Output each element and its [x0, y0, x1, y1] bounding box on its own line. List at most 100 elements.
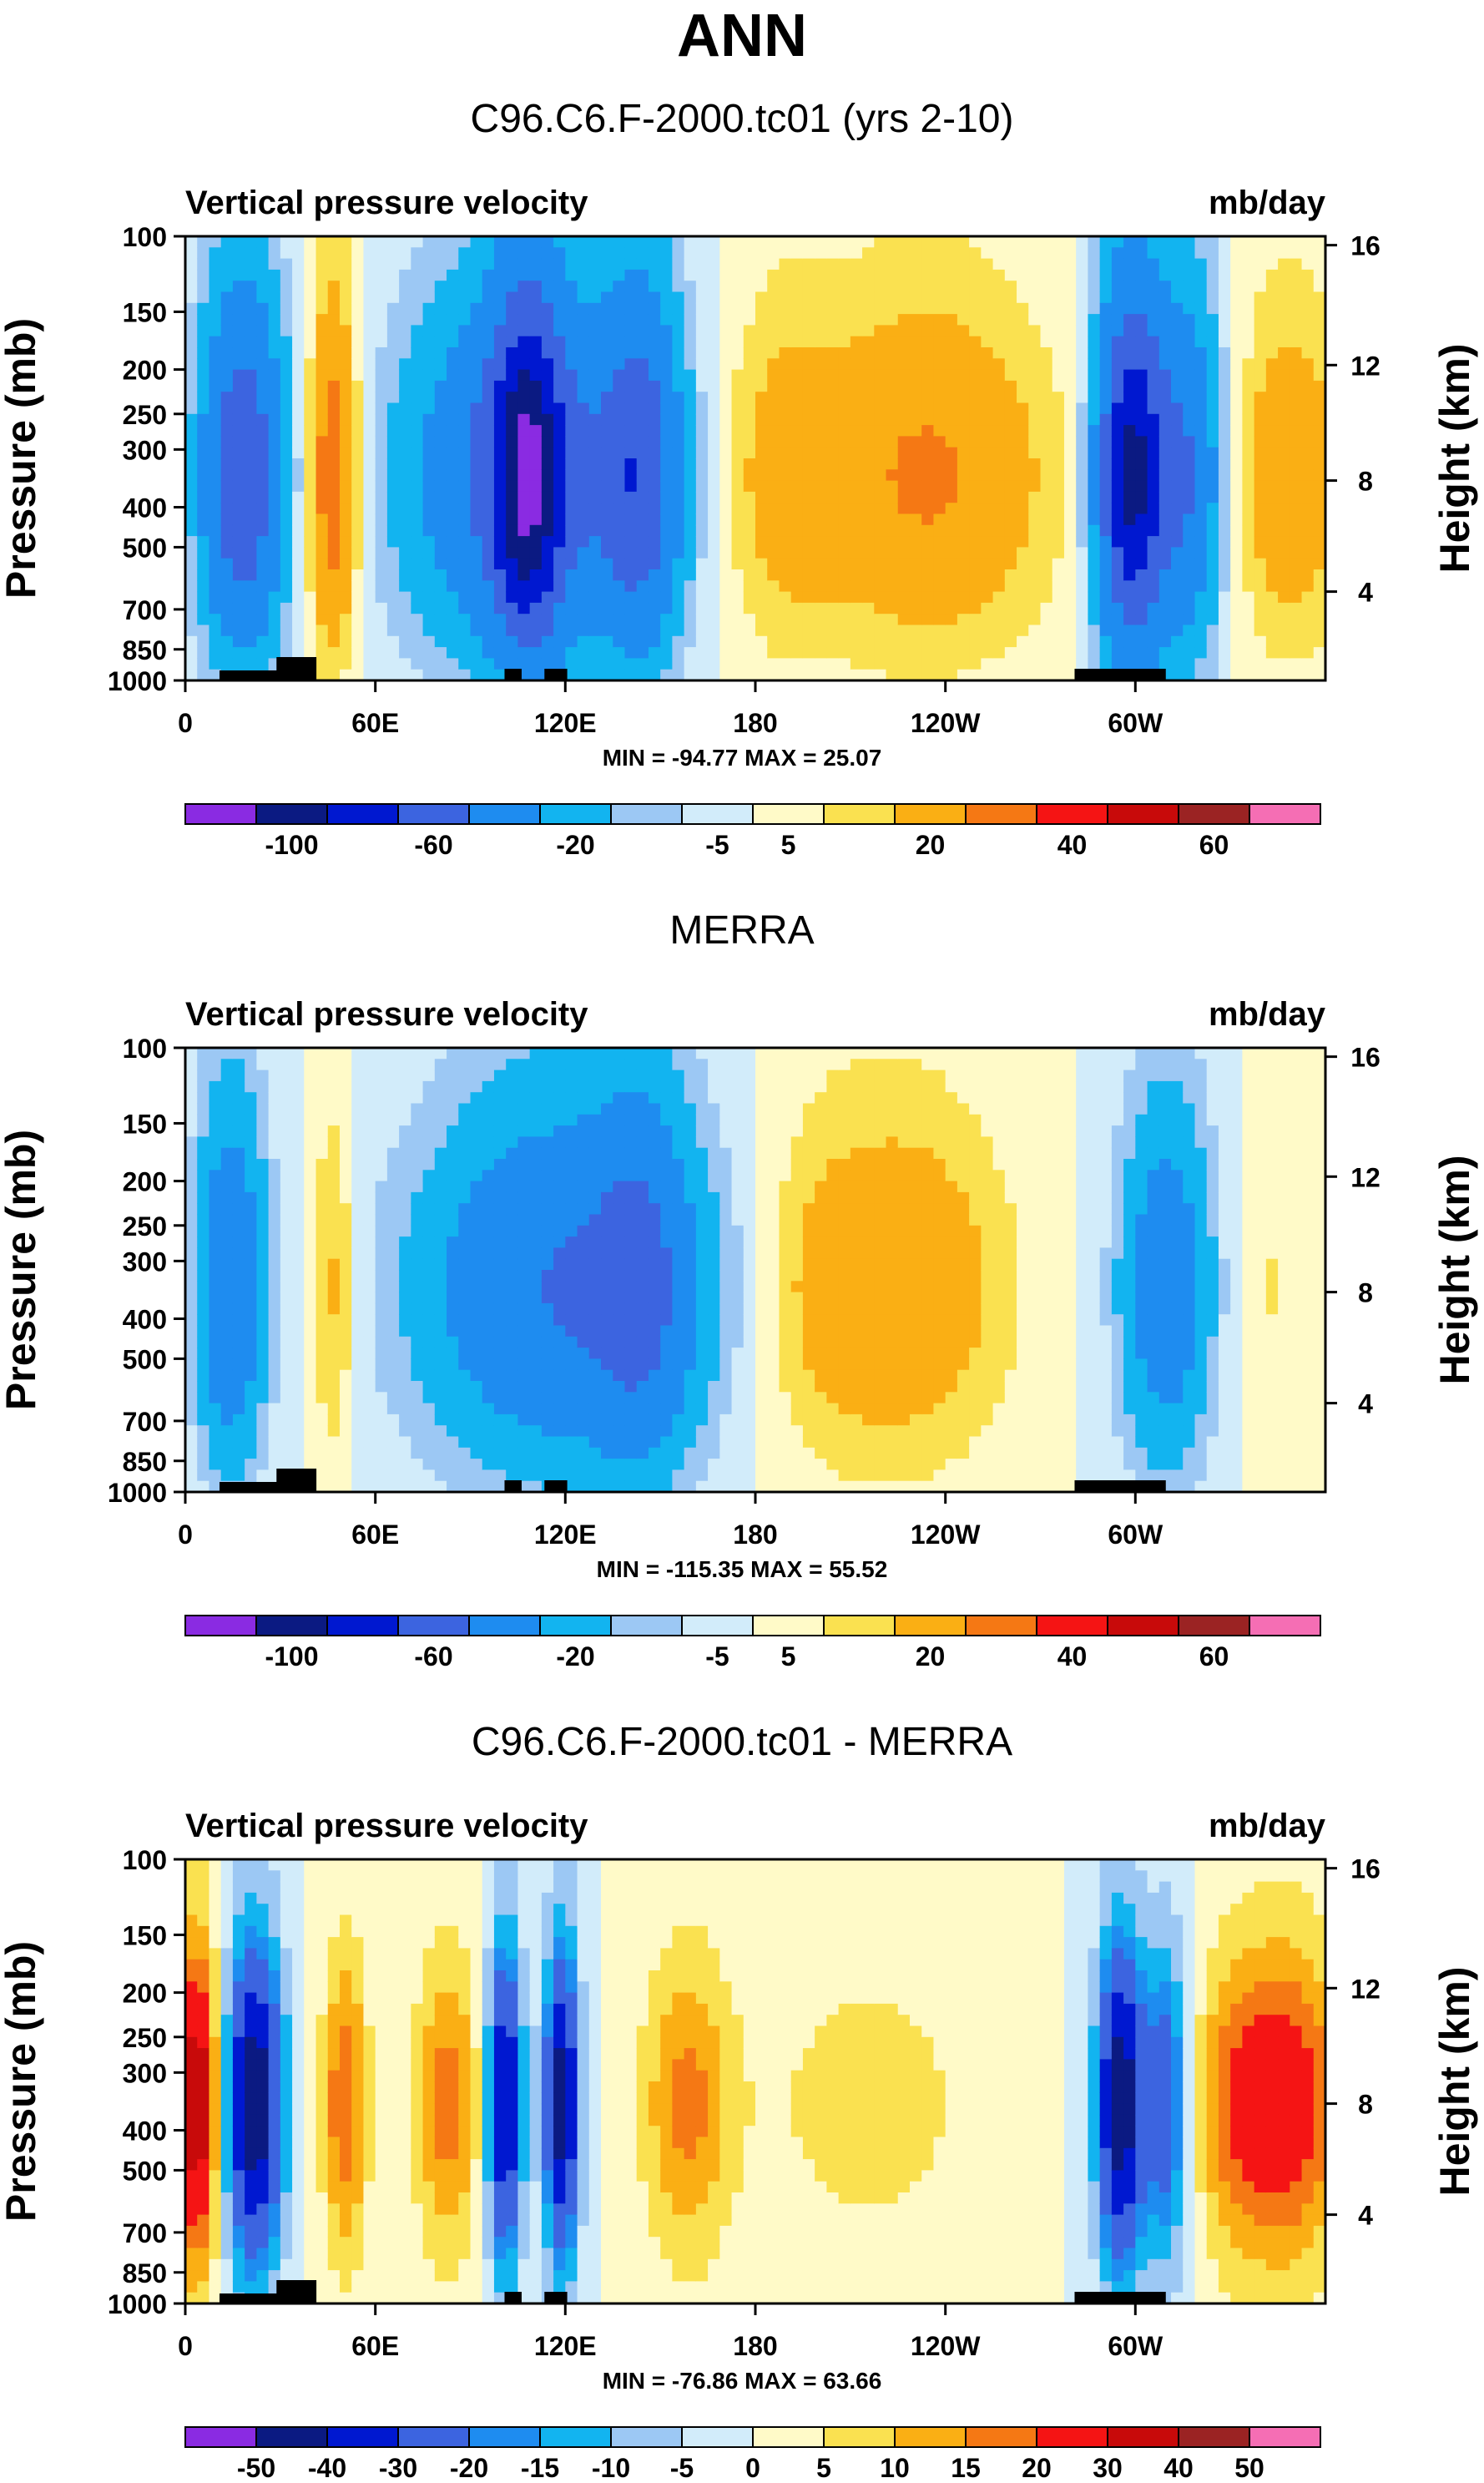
colorbar-swatch — [1178, 803, 1250, 825]
field-cell — [1230, 635, 1243, 648]
field-cell — [1135, 336, 1148, 348]
field-cell — [434, 402, 447, 415]
field-cell — [220, 392, 234, 404]
field-cell — [981, 591, 994, 604]
field-cell — [209, 1191, 222, 1204]
field-cell — [422, 1348, 436, 1359]
field-cell — [422, 269, 436, 281]
field-cell — [434, 1147, 447, 1160]
field-cell — [327, 469, 341, 482]
field-cell — [874, 236, 887, 248]
field-cell — [1088, 302, 1101, 315]
field-cell — [1063, 402, 1077, 415]
field-cell — [743, 469, 756, 482]
field-cell — [386, 491, 400, 503]
field-cell — [351, 625, 365, 637]
field-cell — [470, 236, 483, 248]
field-cell — [1230, 236, 1243, 248]
field-cell — [802, 436, 815, 448]
field-cell — [351, 380, 365, 392]
field-cell — [304, 247, 317, 260]
field-cell — [1218, 558, 1231, 570]
panel-left-label: Vertical pressure velocity — [185, 996, 588, 1033]
field-cell — [648, 258, 661, 271]
field-cell — [1158, 602, 1172, 614]
field-cell — [386, 1270, 400, 1282]
field-cell — [363, 291, 376, 304]
field-cell — [850, 336, 863, 348]
field-cell — [470, 602, 483, 614]
field-cell — [1265, 402, 1279, 415]
field-cell — [220, 413, 234, 426]
field-cell — [1265, 425, 1279, 437]
field-cell — [588, 458, 602, 470]
field-cell — [1158, 236, 1172, 248]
field-cell — [1088, 635, 1101, 648]
field-cell — [232, 1181, 245, 1193]
field-cell — [292, 547, 305, 559]
field-cell — [1123, 591, 1136, 604]
field-cell — [422, 569, 436, 581]
field-cell — [921, 425, 935, 437]
field-cell — [838, 325, 851, 337]
field-cell — [743, 436, 756, 448]
field-cell — [422, 1247, 436, 1260]
field-cell — [209, 591, 222, 604]
field-cell — [1135, 369, 1148, 382]
field-cell — [909, 436, 922, 448]
field-cell — [815, 281, 827, 293]
field-cell — [636, 358, 649, 371]
field-cell — [1123, 425, 1136, 437]
field-cell — [375, 369, 388, 382]
field-cell — [1183, 569, 1196, 581]
field-cell — [315, 425, 329, 437]
field-cell — [779, 336, 792, 348]
field-cell — [815, 480, 827, 493]
field-cell — [375, 524, 388, 537]
field-cell — [1017, 503, 1029, 515]
field-cell — [363, 658, 376, 670]
field-cell — [256, 524, 270, 537]
field-cell — [256, 380, 270, 392]
field-cell — [1017, 524, 1029, 537]
field-cell — [1135, 402, 1148, 415]
field-cell — [1004, 325, 1017, 337]
field-cell — [447, 358, 459, 371]
field-cell — [493, 1136, 507, 1149]
field-cell — [292, 635, 305, 648]
field-cell — [1123, 380, 1136, 392]
field-cell — [458, 1225, 472, 1237]
field-cell — [1183, 669, 1196, 681]
field-cell — [422, 1270, 436, 1282]
field-cell — [553, 281, 566, 293]
field-cell — [695, 658, 709, 670]
field-cell — [351, 369, 365, 382]
field-cell — [375, 1447, 388, 1459]
field-cell — [684, 524, 697, 537]
field-cell — [921, 469, 935, 482]
field-cell — [232, 1114, 245, 1126]
field-cell — [779, 569, 792, 581]
field-cell — [1254, 402, 1267, 415]
field-cell — [815, 302, 827, 315]
field-cell — [624, 625, 638, 637]
field-cell — [1028, 236, 1042, 248]
field-cell — [648, 314, 661, 326]
field-cell — [672, 524, 685, 537]
field-cell — [339, 392, 352, 404]
field-cell — [1158, 569, 1172, 581]
colorbar-label: -20 — [556, 830, 594, 860]
field-cell — [232, 1325, 245, 1338]
field-cell — [969, 580, 982, 593]
field-cell — [743, 580, 756, 593]
field-cell — [1278, 558, 1290, 570]
field-cell — [553, 413, 566, 426]
field-cell — [220, 1125, 234, 1137]
field-cell — [339, 369, 352, 382]
field-cell — [197, 1381, 210, 1393]
field-cell — [268, 247, 281, 260]
field-cell — [386, 1059, 400, 1071]
field-cell — [375, 413, 388, 426]
field-cell — [1206, 436, 1219, 448]
field-cell — [874, 558, 887, 570]
